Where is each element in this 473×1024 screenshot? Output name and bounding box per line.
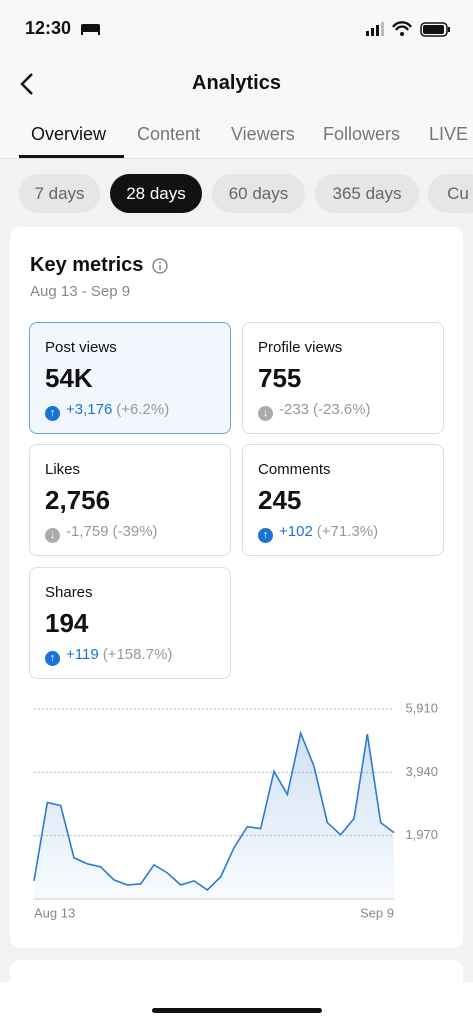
metric-change-row: ↑ +102 (+71.3%) [258, 523, 378, 543]
metric-pct: (+158.7%) [102, 646, 173, 663]
metric-card[interactable]: Shares 194 ↑ +119 (+158.7%) [29, 567, 231, 679]
metric-change-row: ↓ -233 (-23.6%) [258, 401, 371, 421]
tab[interactable]: Followers [323, 124, 401, 144]
line [33, 730, 395, 891]
trend-icon: ↑ [45, 406, 60, 421]
metric-change: +3,176 [66, 401, 113, 418]
metric-pct: (+71.3%) [316, 523, 379, 540]
metric-label: Likes [45, 461, 81, 478]
trend-icon: ↓ [45, 528, 60, 543]
x-tick-label: Aug 13 [34, 905, 75, 920]
sleep-icon [81, 24, 100, 35]
back-button[interactable] [18, 72, 38, 96]
metric-card[interactable]: Post views 54K ↑ +3,176 (+6.2%) [29, 322, 231, 434]
trend-icon: ↑ [45, 651, 60, 666]
filter-pill[interactable]: 7 days [19, 174, 100, 213]
tab[interactable]: Content [137, 124, 201, 144]
status-icons [366, 21, 450, 37]
status-time: 12:30 [25, 18, 72, 38]
home-indicator [152, 1008, 322, 1013]
metric-label: Post views [45, 339, 117, 356]
metric-value: 54K [45, 363, 93, 393]
filter-pill[interactable]: 28 days [110, 174, 202, 213]
metric-change: +102 [279, 523, 313, 540]
bottom-area [0, 982, 473, 1024]
tab[interactable]: Viewers [231, 124, 295, 144]
trend-icon: ↑ [258, 528, 273, 543]
metric-card[interactable]: Profile views 755 ↓ -233 (-23.6%) [242, 322, 444, 434]
tab[interactable]: LIVE [429, 124, 469, 144]
metric-label: Profile views [258, 339, 343, 356]
chart: 1,970 3,940 5,910 Aug 13 Sep 9 [33, 700, 438, 920]
metric-change-row: ↑ +3,176 (+6.2%) [45, 401, 169, 421]
metric-change: -233 [279, 401, 310, 418]
metric-value: 245 [258, 485, 302, 515]
metric-value: 2,756 [45, 485, 111, 515]
tab[interactable]: Overview [31, 124, 107, 144]
metric-label: Shares [45, 584, 93, 601]
metric-pct: (+6.2%) [116, 401, 170, 418]
metric-pct: (-23.6%) [313, 401, 371, 418]
metric-value: 194 [45, 608, 89, 638]
y-tick-label: 5,910 [405, 700, 438, 715]
filter-pill[interactable]: Cu [428, 174, 473, 213]
area [34, 733, 394, 899]
y-tick-label: 3,940 [405, 764, 438, 779]
info-icon[interactable] [151, 257, 169, 275]
metric-change-row: ↑ +119 (+158.7%) [45, 646, 172, 666]
trend-icon: ↓ [258, 406, 273, 421]
metrics-title: Key metrics [30, 254, 144, 276]
date-range: Aug 13 - Sep 9 [30, 283, 131, 300]
metric-label: Comments [258, 461, 331, 478]
metric-change: +119 [66, 646, 99, 663]
metric-value: 755 [258, 363, 302, 393]
filter-pill[interactable]: 60 days [212, 174, 305, 213]
metric-card[interactable]: Comments 245 ↑ +102 (+71.3%) [242, 444, 444, 556]
metric-change: -1,759 [66, 523, 109, 540]
metric-pct: (-39%) [112, 523, 158, 540]
metric-card[interactable]: Likes 2,756 ↓ -1,759 (-39%) [29, 444, 231, 556]
x-tick-label: Sep 9 [360, 905, 394, 920]
metric-change-row: ↓ -1,759 (-39%) [45, 523, 158, 543]
filter-pill[interactable]: 365 days [315, 174, 419, 213]
y-tick-label: 1,970 [405, 827, 438, 842]
header-title: Analytics [192, 72, 281, 94]
tab-indicator [19, 155, 124, 158]
